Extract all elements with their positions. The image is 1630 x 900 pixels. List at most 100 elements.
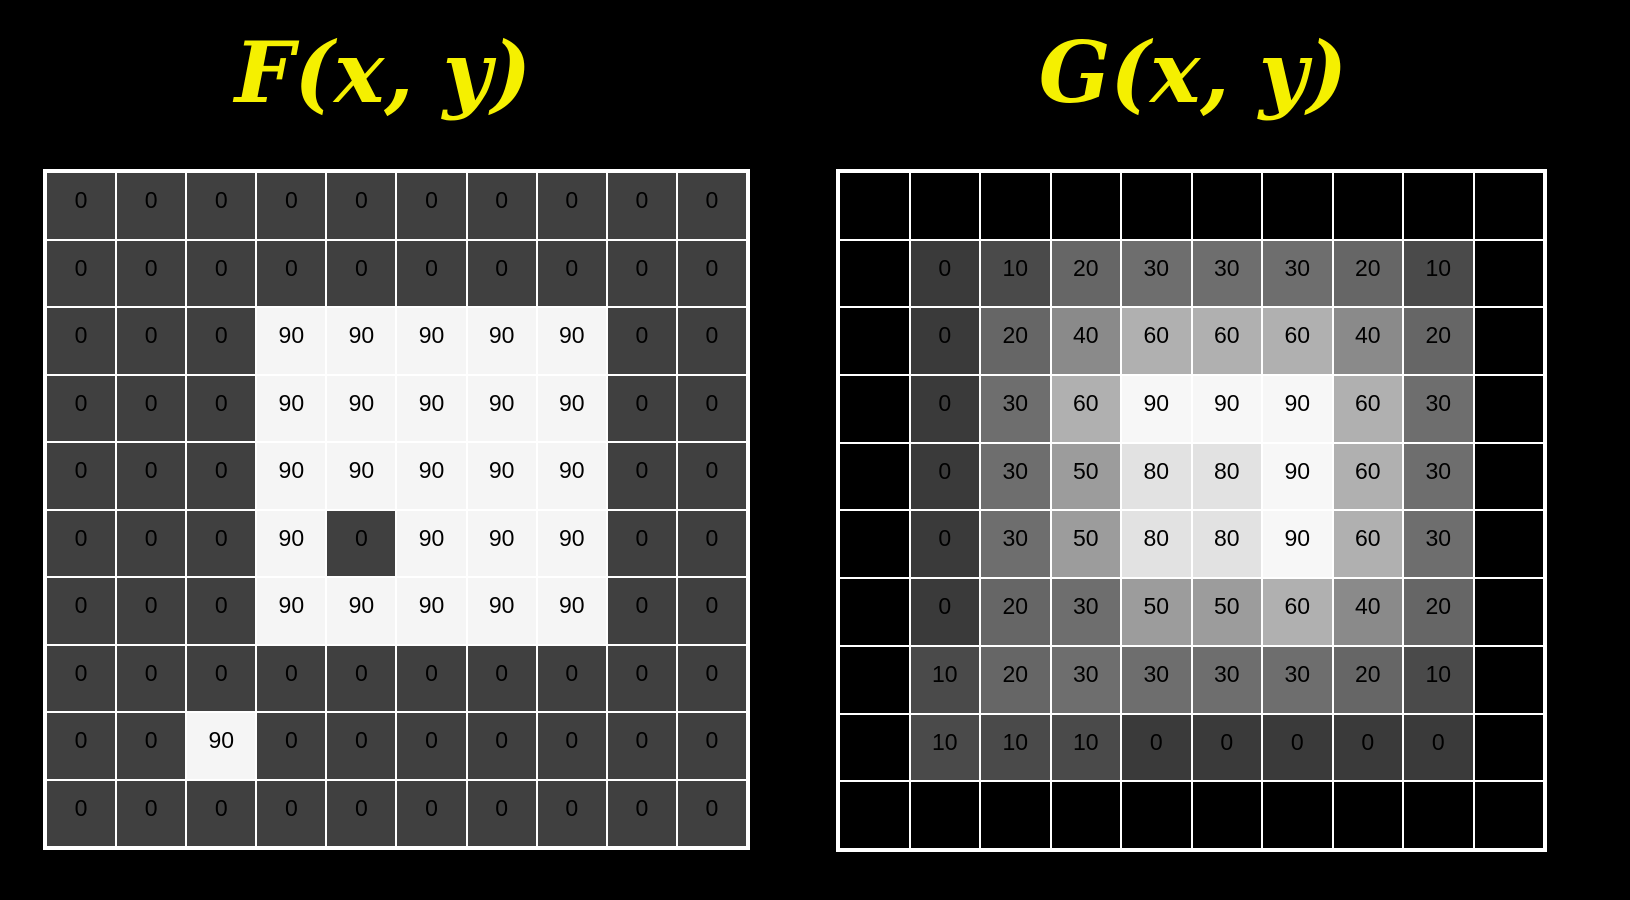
grid-g-cell: 20 — [1404, 579, 1473, 645]
grid-g-cell — [910, 173, 979, 239]
grid-g-cell — [1333, 782, 1402, 848]
grid-f-cell: 0 — [467, 780, 536, 846]
grid-g-cell: 30 — [1192, 240, 1261, 307]
grid-f-cell: 0 — [397, 780, 466, 846]
grid-f-cell: 0 — [117, 510, 186, 576]
grid-f-cell: 90 — [397, 510, 466, 576]
title-f: F(x, y) — [234, 23, 532, 122]
grid-g-cell: 0 — [1404, 714, 1473, 781]
grid-f-cell: 0 — [607, 510, 676, 576]
grid-g-cell: 0 — [910, 443, 979, 510]
grid-f-cell: 0 — [607, 578, 676, 644]
grid-g-cell — [840, 511, 909, 578]
title-g: G(x, y) — [1038, 23, 1348, 122]
grid-g-cell: 0 — [1333, 714, 1402, 781]
grid-g-cell: 30 — [1051, 646, 1120, 713]
grid-g-cell: 60 — [1051, 376, 1120, 442]
grid-f-cell: 0 — [187, 645, 256, 711]
grid-f-cell: 0 — [677, 173, 746, 239]
grid-f-cell: 0 — [47, 240, 116, 306]
grid-g-cell — [1051, 782, 1120, 848]
grid-f-cell: 90 — [397, 308, 466, 374]
grid-f-cell: 0 — [47, 713, 116, 779]
grid-f-cell: 0 — [117, 443, 186, 509]
grid-g-cell: 30 — [981, 376, 1050, 442]
grid-g-cell — [1474, 240, 1543, 307]
grid-f-cell: 0 — [257, 713, 326, 779]
grid-f-cell: 90 — [397, 578, 466, 644]
grid-f-cell: 0 — [467, 713, 536, 779]
grid-g-cell — [1263, 173, 1332, 239]
grid-f-cell: 90 — [257, 578, 326, 644]
grid-g-cell: 60 — [1263, 308, 1332, 375]
grid-f-cell: 90 — [537, 510, 606, 576]
grid-f-cell: 0 — [607, 443, 676, 509]
grid-f-cell: 0 — [607, 375, 676, 441]
grid-f-cell: 0 — [537, 780, 606, 846]
grid-g-cell: 80 — [1192, 443, 1261, 510]
grid-g-cell — [840, 173, 909, 239]
grid-g-cell: 20 — [981, 308, 1050, 375]
grid-g-cell — [1474, 376, 1543, 442]
grid-f-cell: 0 — [47, 375, 116, 441]
grid-f-cell: 0 — [607, 240, 676, 306]
grid-f-cell: 0 — [537, 240, 606, 306]
grid-g: 0 10 20 30 30 30 20 10 0 20 40 60 60 60 40 20 0 30 60 90 90 9… — [836, 169, 1547, 852]
grid-f-cell: 0 — [187, 443, 256, 509]
grid-g-cell: 10 — [910, 646, 979, 713]
grid-f-cell: 90 — [187, 713, 256, 779]
grid-f-cell: 0 — [677, 578, 746, 644]
grid-f-cell: 0 — [327, 240, 396, 306]
grid-f-cell: 0 — [117, 240, 186, 306]
grid-g-cell — [840, 240, 909, 307]
grid-f-cell: 0 — [397, 713, 466, 779]
grid-f-cell: 90 — [467, 443, 536, 509]
grid-f-cell: 90 — [257, 510, 326, 576]
grid-g-cell — [840, 714, 909, 781]
grid-f-cell: 0 — [397, 173, 466, 239]
grid-g-cell — [1474, 173, 1543, 239]
grid-f-cell: 0 — [117, 713, 186, 779]
grid-f-cell: 0 — [677, 375, 746, 441]
grid-g-cell — [910, 782, 979, 848]
grid-f-cell: 0 — [117, 645, 186, 711]
grid-f-cell: 0 — [607, 173, 676, 239]
grid-g-cell: 30 — [981, 443, 1050, 510]
grid-g-cell — [1474, 308, 1543, 375]
grid-g-cell: 80 — [1122, 511, 1191, 578]
grid-g-cell: 30 — [1263, 240, 1332, 307]
grid-f-cell: 0 — [677, 713, 746, 779]
grid-f-cell: 0 — [327, 645, 396, 711]
grid-f-cell: 0 — [397, 240, 466, 306]
grid-f-cell: 0 — [47, 443, 116, 509]
grid-g-cell: 60 — [1192, 308, 1261, 375]
grid-f-cell: 90 — [467, 375, 536, 441]
grid-g-cell: 60 — [1333, 443, 1402, 510]
grid-f-cell: 0 — [47, 308, 116, 374]
grid-f-cell: 90 — [257, 308, 326, 374]
grid-g-cell: 20 — [981, 646, 1050, 713]
grid-g-cell — [1474, 443, 1543, 510]
grid-g-cell — [1474, 511, 1543, 578]
grid-f-cell: 0 — [607, 713, 676, 779]
grid-f-cell: 0 — [257, 240, 326, 306]
grid-f-cell: 0 — [47, 645, 116, 711]
grid-f-cell: 90 — [327, 578, 396, 644]
grid-f-cell: 90 — [467, 308, 536, 374]
grid-f-cell: 0 — [677, 308, 746, 374]
grid-f-cell: 0 — [47, 578, 116, 644]
grid-g-cell: 10 — [981, 714, 1050, 781]
grid-f-cell: 0 — [187, 510, 256, 576]
grid-g-cell: 0 — [910, 308, 979, 375]
grid-g-cell: 20 — [1333, 240, 1402, 307]
grid-f-cell: 0 — [187, 375, 256, 441]
grid-g-cell — [981, 782, 1050, 848]
grid-g-cell: 30 — [1404, 376, 1473, 442]
grid-g-cell — [1474, 646, 1543, 713]
grid-f-cell: 0 — [187, 173, 256, 239]
grid-g-cell: 0 — [910, 376, 979, 442]
grid-f-cell: 0 — [677, 240, 746, 306]
grid-g-cell — [840, 376, 909, 442]
grid-g-cell: 30 — [1051, 579, 1120, 645]
grid-f-cell: 90 — [537, 308, 606, 374]
